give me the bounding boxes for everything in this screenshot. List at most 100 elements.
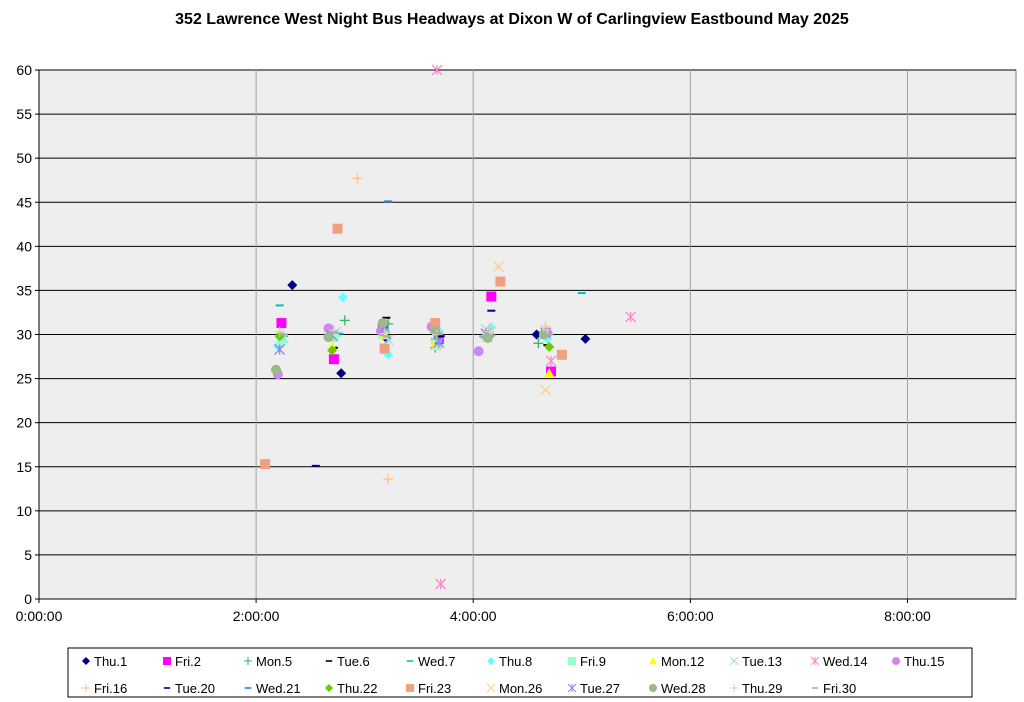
x-tick-label: 8:00:00 bbox=[884, 608, 931, 624]
data-point bbox=[556, 349, 567, 360]
data-point bbox=[493, 261, 505, 273]
data-point bbox=[383, 474, 394, 485]
legend-item: Fri.16 bbox=[81, 681, 127, 696]
legend-label: Tue.6 bbox=[337, 654, 370, 669]
data-point bbox=[271, 364, 282, 375]
legend-marker bbox=[82, 657, 90, 665]
legend: Thu.1 Fri.2 Mon.5 Tue.6 Wed.7 Thu.8 Fri.9 Mon.1… bbox=[81, 654, 944, 696]
legend-label: Thu.1 bbox=[94, 654, 127, 669]
data-point bbox=[625, 311, 637, 323]
y-tick-label: 0 bbox=[24, 591, 32, 607]
legend-label: Thu.22 bbox=[337, 681, 377, 696]
y-tick-label: 40 bbox=[16, 238, 32, 254]
data-point bbox=[274, 344, 286, 355]
legend-item: Wed.21 bbox=[244, 681, 301, 696]
data-point bbox=[431, 64, 443, 76]
legend-item: Fri.2 bbox=[163, 654, 201, 669]
legend-label: Tue.27 bbox=[580, 681, 620, 696]
data-point bbox=[580, 333, 591, 344]
legend-label: Mon.12 bbox=[661, 654, 704, 669]
legend-item: Fri.23 bbox=[406, 681, 451, 696]
data-point bbox=[332, 223, 343, 234]
legend-item: Thu.15 bbox=[892, 654, 944, 669]
data-point bbox=[544, 368, 555, 378]
x-tick-label: 2:00:00 bbox=[233, 608, 280, 624]
legend-label: Thu.15 bbox=[904, 654, 944, 669]
y-tick-label: 35 bbox=[16, 282, 32, 298]
data-point bbox=[545, 355, 557, 367]
legend-marker bbox=[729, 656, 739, 666]
data-point bbox=[495, 276, 506, 287]
legend-label: Tue.13 bbox=[742, 654, 782, 669]
x-tick-label: 6:00:00 bbox=[667, 608, 714, 624]
legend-label: Fri.23 bbox=[418, 681, 451, 696]
y-tick-label: 30 bbox=[16, 327, 32, 343]
data-point bbox=[540, 384, 552, 396]
legend-box bbox=[67, 647, 973, 698]
legend-label: Mon.5 bbox=[256, 654, 292, 669]
legend-marker bbox=[163, 657, 171, 665]
data-point bbox=[531, 329, 542, 340]
legend-item: Mon.26 bbox=[486, 681, 542, 696]
data-point bbox=[323, 323, 334, 334]
data-point bbox=[260, 459, 271, 470]
legend-marker bbox=[243, 657, 252, 666]
legend-label: Fri.16 bbox=[94, 681, 127, 696]
data-point bbox=[473, 346, 484, 357]
legend-label: Fri.30 bbox=[823, 681, 856, 696]
data-point bbox=[533, 338, 544, 349]
data-point bbox=[323, 332, 334, 343]
y-tick-label: 55 bbox=[16, 106, 32, 122]
y-tick-label: 60 bbox=[16, 62, 32, 78]
legend-marker bbox=[729, 683, 738, 692]
data-points bbox=[260, 64, 637, 590]
chart-title: 352 Lawrence West Night Bus Headways at … bbox=[175, 11, 849, 28]
grid-lines bbox=[39, 69, 1016, 599]
legend-marker bbox=[486, 683, 496, 693]
legend-item: Wed.28 bbox=[649, 681, 706, 696]
y-tick-label: 45 bbox=[16, 194, 32, 210]
legend-label: Wed.21 bbox=[256, 681, 301, 696]
legend-item: Wed.14 bbox=[810, 654, 868, 669]
data-point bbox=[328, 354, 339, 365]
legend-label: Wed.28 bbox=[661, 681, 706, 696]
legend-item: Tue.20 bbox=[163, 681, 215, 696]
y-tick-label: 15 bbox=[16, 459, 32, 475]
data-point bbox=[542, 325, 553, 336]
data-point bbox=[433, 336, 445, 348]
legend-marker bbox=[406, 684, 414, 692]
legend-marker bbox=[567, 683, 577, 693]
legend-label: Fri.9 bbox=[580, 654, 606, 669]
x-tick-label: 4:00:00 bbox=[450, 608, 497, 624]
legend-label: Wed.7 bbox=[418, 654, 455, 669]
legend-marker bbox=[81, 683, 90, 692]
legend-item: Mon.5 bbox=[243, 654, 292, 669]
legend-label: Wed.14 bbox=[823, 654, 868, 669]
legend-label: Mon.26 bbox=[499, 681, 542, 696]
legend-item: Mon.12 bbox=[649, 654, 704, 669]
data-point bbox=[379, 343, 390, 354]
data-point bbox=[276, 318, 287, 329]
data-point bbox=[352, 173, 363, 184]
legend-label: Thu.29 bbox=[742, 681, 782, 696]
legend-marker bbox=[892, 657, 900, 665]
data-point bbox=[430, 318, 441, 329]
data-point bbox=[339, 315, 350, 326]
data-point bbox=[327, 345, 338, 356]
legend-item: Thu.29 bbox=[729, 681, 782, 696]
legend-label: Fri.2 bbox=[175, 654, 201, 669]
legend-item: Thu.8 bbox=[487, 654, 532, 669]
data-point bbox=[544, 341, 555, 352]
legend-item: Thu.1 bbox=[82, 654, 127, 669]
data-point bbox=[486, 291, 497, 302]
y-tick-label: 10 bbox=[16, 503, 32, 519]
x-tick-label: 0:00:00 bbox=[16, 608, 63, 624]
legend-marker bbox=[810, 656, 820, 666]
axes: 0 5 10 15 20 25 30 35 40 45 50 55 60 0:00:00 2:00:00 4:… bbox=[16, 62, 1016, 624]
data-point bbox=[287, 280, 298, 291]
data-point bbox=[538, 329, 549, 340]
legend-item: Fri.9 bbox=[568, 654, 606, 669]
data-point bbox=[377, 318, 388, 329]
legend-marker bbox=[568, 657, 576, 665]
